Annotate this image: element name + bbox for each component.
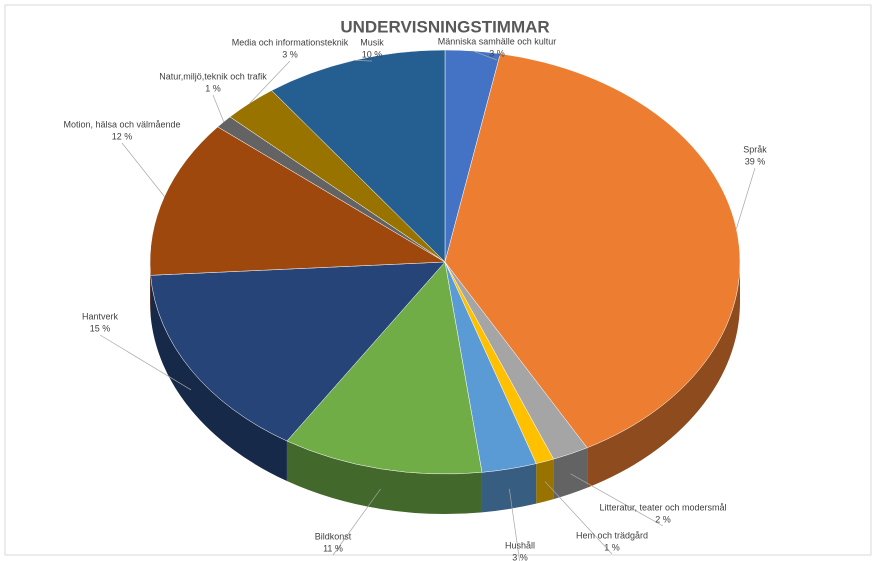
leader-line [121, 142, 165, 197]
slice [444, 53, 741, 449]
leader-line [353, 60, 373, 62]
leader-line [736, 167, 756, 229]
slice-side [286, 440, 482, 514]
data-label-value: 3 % [489, 48, 505, 58]
chart-title: UNDERVISNINGSTIMMAR [340, 17, 549, 36]
leader-line [249, 60, 291, 104]
data-label-name: Hantverk [82, 311, 119, 321]
leader-line [212, 94, 225, 122]
data-label-name: Hushåll [505, 540, 535, 550]
data-label-value: 12 % [112, 131, 133, 141]
leader-line [544, 481, 613, 555]
data-label-value: 10 % [362, 49, 383, 59]
data-label-value: 39 % [745, 156, 766, 166]
data-label-name: Natur,miljö,teknik och trafik [159, 71, 267, 81]
leader-line [472, 50, 498, 61]
slice [149, 126, 446, 276]
leader-line [570, 473, 664, 527]
slice [286, 261, 483, 475]
leader-line [509, 488, 520, 561]
data-label-value: 11 % [323, 543, 343, 553]
data-label-name: Musik [360, 37, 384, 47]
data-label-value: 15 % [90, 323, 111, 333]
data-label-name: Människa samhälle och kultur [438, 36, 557, 46]
slice-side [150, 275, 287, 481]
slice-side [553, 447, 588, 500]
data-label-name: Språk [743, 144, 767, 154]
data-label-value: 1 % [205, 83, 221, 93]
data-label-value: 2 % [655, 514, 671, 524]
leader-line [332, 488, 381, 556]
slice-side [587, 262, 740, 488]
data-label-name: Bildkonst [315, 531, 352, 541]
data-label-name: Hem och trädgård [576, 530, 648, 540]
slice-side [536, 459, 554, 504]
data-label-name: Motion, hälsa och välmående [63, 119, 180, 129]
leader-line [99, 334, 192, 391]
data-label-name: Media och informationsteknik [232, 37, 349, 47]
data-label-value: 3 % [282, 49, 298, 59]
slice [150, 261, 446, 442]
data-label-value: 1 % [604, 542, 620, 552]
data-label-name: Litteratur, teater och modersmål [599, 502, 726, 512]
slice-side [481, 463, 537, 513]
data-label-value: 3 % [512, 552, 528, 561]
